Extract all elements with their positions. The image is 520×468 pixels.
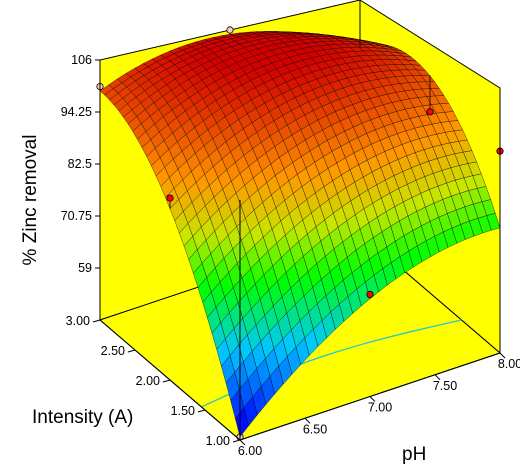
design-point xyxy=(426,108,434,116)
z-tick-label: 59 xyxy=(78,261,92,275)
design-point xyxy=(366,290,374,299)
x-tick-label: 8.00 xyxy=(498,357,520,371)
y-tick-label: 1.50 xyxy=(171,404,195,418)
x-tick-mark xyxy=(369,396,376,402)
x-tick-label: 7.00 xyxy=(368,401,392,415)
x-tick-mark xyxy=(239,439,246,446)
y-tick-label: 1.00 xyxy=(206,434,230,448)
z-tick-label: 82.5 xyxy=(68,157,92,171)
y-tick-label: 3.00 xyxy=(66,314,90,328)
response-surface xyxy=(99,31,501,438)
x-tick-label: 6.50 xyxy=(303,422,327,436)
design-point xyxy=(226,26,234,34)
x-tick-mark xyxy=(434,374,441,381)
x-tick-mark xyxy=(304,417,311,424)
y-tick-mark xyxy=(92,319,101,323)
z-tick-label: 106 xyxy=(71,53,92,67)
design-point xyxy=(166,194,174,202)
x-axis-title: pH xyxy=(402,444,426,465)
y-tick-mark xyxy=(197,409,206,413)
y-tick-mark xyxy=(232,439,241,443)
axis-ticks: 59 70.75 82.5 94.25 106 1.00 1.50 2.00 2.50 3.00 6… xyxy=(61,53,520,458)
z-tick-label: 70.75 xyxy=(61,209,92,223)
z-axis-title: % Zinc removal xyxy=(20,135,41,266)
y-tick-label: 2.50 xyxy=(101,344,125,358)
y-tick-mark xyxy=(127,349,136,353)
x-tick-label: 7.50 xyxy=(433,379,457,393)
surface-cell xyxy=(235,407,249,438)
z-tick-label: 94.25 xyxy=(61,105,92,119)
y-axis-title: Intensity (A) xyxy=(32,407,133,428)
y-tick-label: 2.00 xyxy=(136,374,160,388)
x-tick-label: 6.00 xyxy=(238,444,262,458)
x-tick-mark xyxy=(499,352,506,359)
y-tick-mark xyxy=(162,379,171,383)
